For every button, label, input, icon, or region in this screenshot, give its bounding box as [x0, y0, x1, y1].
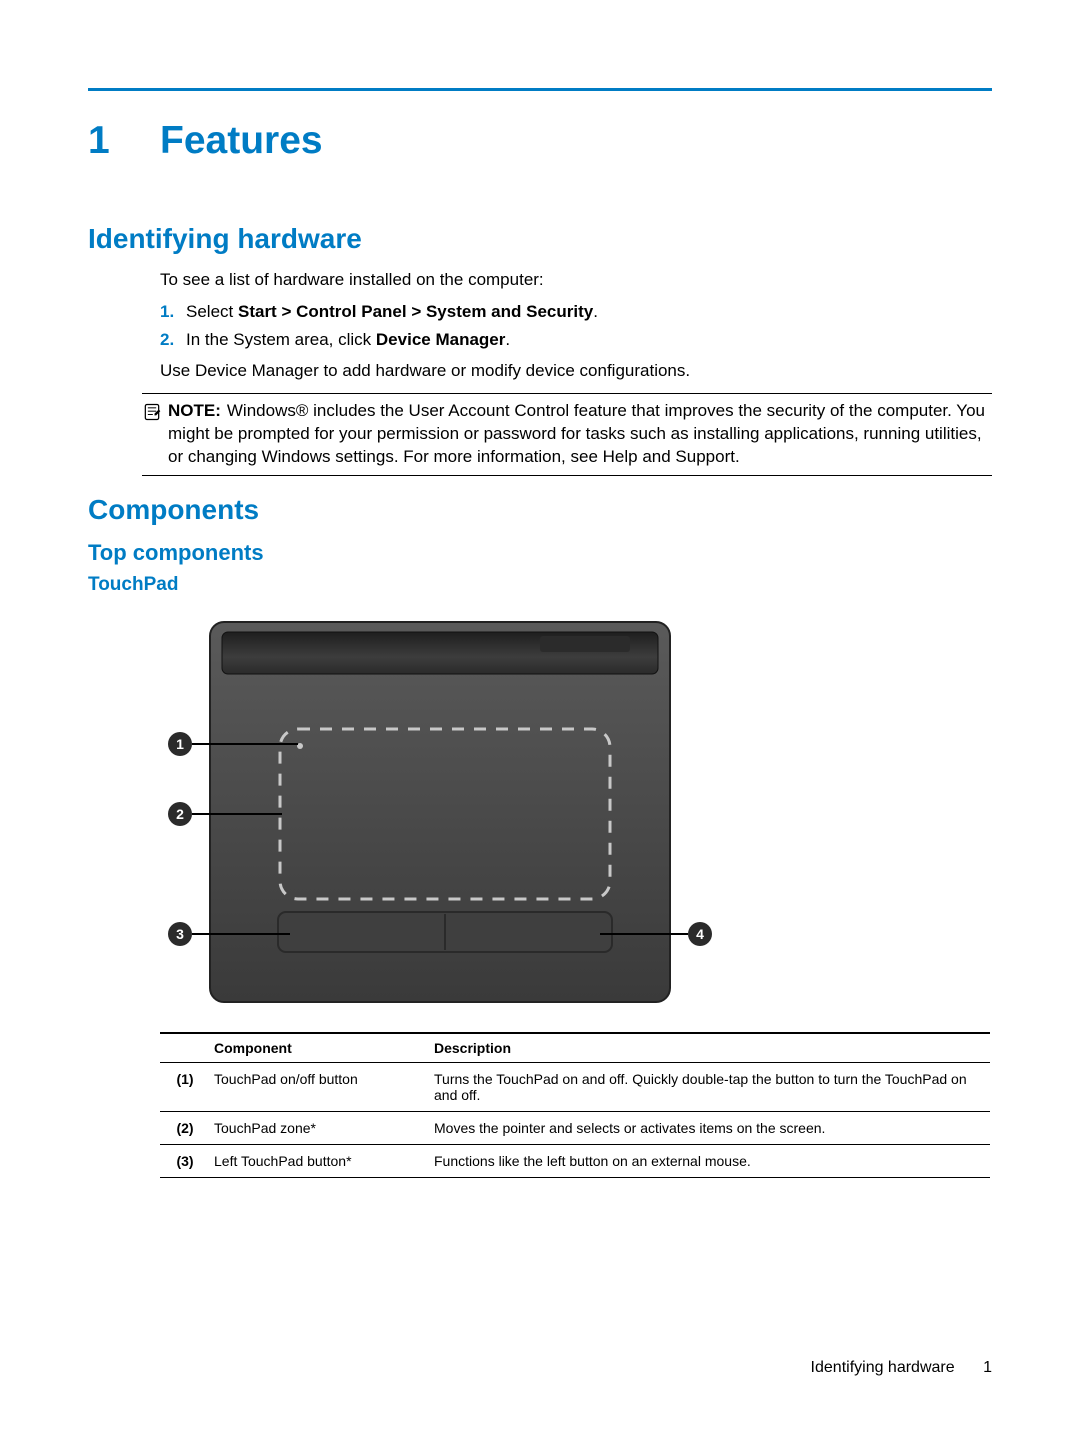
- chapter-title: Features: [160, 119, 323, 162]
- note-body: NOTE:Windows® includes the User Account …: [168, 400, 992, 469]
- step-2-bold: Device Manager: [376, 330, 505, 349]
- page-footer: Identifying hardware 1: [811, 1359, 992, 1377]
- note-label: NOTE:: [168, 401, 221, 420]
- section-identifying-hardware: Identifying hardware: [88, 223, 992, 255]
- note-block: NOTE:Windows® includes the User Account …: [142, 393, 992, 476]
- row-2-desc: Moves the pointer and selects or activat…: [430, 1111, 990, 1144]
- touchpad-diagram: 1 2 3 4: [160, 614, 992, 1014]
- component-table: Component Description (1) TouchPad on/of…: [160, 1032, 990, 1178]
- section-components: Components: [88, 494, 992, 526]
- row-1-idx: (1): [160, 1062, 210, 1111]
- th-description: Description: [430, 1033, 990, 1063]
- step-1: 1.Select Start > Control Panel > System …: [160, 302, 992, 322]
- th-component: Component: [210, 1033, 430, 1063]
- svg-text:3: 3: [176, 926, 184, 942]
- hardware-intro: To see a list of hardware installed on t…: [160, 269, 992, 292]
- step-1-num: 1.: [160, 302, 186, 322]
- hardware-steps: 1.Select Start > Control Panel > System …: [160, 302, 992, 350]
- chapter-number: 1: [88, 119, 160, 163]
- row-2-name: TouchPad zone*: [210, 1111, 430, 1144]
- row-1-desc: Turns the TouchPad on and off. Quickly d…: [430, 1062, 990, 1111]
- row-3-idx: (3): [160, 1144, 210, 1177]
- row-1-name: TouchPad on/off button: [210, 1062, 430, 1111]
- row-2-idx: (2): [160, 1111, 210, 1144]
- note-text: Windows® includes the User Account Contr…: [168, 401, 985, 466]
- subsection-touchpad: TouchPad: [88, 574, 992, 596]
- row-3-name: Left TouchPad button*: [210, 1144, 430, 1177]
- footer-text: Identifying hardware: [811, 1359, 955, 1376]
- svg-text:4: 4: [696, 926, 704, 942]
- step-1-post: .: [593, 302, 598, 321]
- footer-page: 1: [983, 1359, 992, 1376]
- subsection-top-components: Top components: [88, 540, 992, 566]
- step-2-post: .: [505, 330, 510, 349]
- step-1-pre: Select: [186, 302, 238, 321]
- top-rule: [88, 88, 992, 91]
- step-2: 2.In the System area, click Device Manag…: [160, 330, 992, 350]
- table-row: (1) TouchPad on/off button Turns the Tou…: [160, 1062, 990, 1111]
- step-2-num: 2.: [160, 330, 186, 350]
- step-2-pre: In the System area, click: [186, 330, 376, 349]
- step-1-bold: Start > Control Panel > System and Secur…: [238, 302, 593, 321]
- note-icon: [142, 402, 162, 422]
- chapter-heading: 1Features: [88, 119, 992, 163]
- table-row: (3) Left TouchPad button* Functions like…: [160, 1144, 990, 1177]
- svg-text:1: 1: [176, 736, 184, 752]
- svg-text:2: 2: [176, 806, 184, 822]
- hardware-after: Use Device Manager to add hardware or mo…: [160, 360, 992, 383]
- row-3-desc: Functions like the left button on an ext…: [430, 1144, 990, 1177]
- table-row: (2) TouchPad zone* Moves the pointer and…: [160, 1111, 990, 1144]
